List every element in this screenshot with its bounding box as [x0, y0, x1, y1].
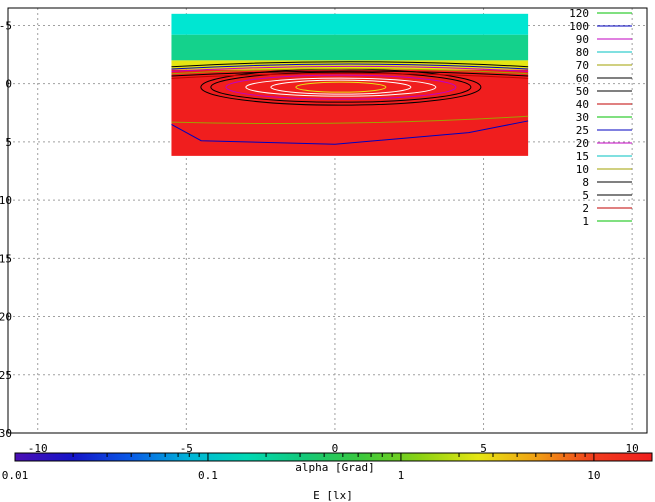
legend-label: 50: [576, 85, 589, 98]
contour-arc: [171, 65, 529, 72]
contour-ring: [210, 71, 472, 103]
contour-arc: [171, 72, 529, 79]
colorbar-tick-label: 0.1: [198, 469, 218, 482]
legend-label: 100: [569, 20, 589, 33]
colorbar-tick-label: 1: [398, 469, 405, 482]
legend-label: 120: [569, 7, 589, 20]
heatmap-band-warm: [171, 60, 529, 70]
legend-label: 10: [576, 163, 589, 176]
contour-ring: [270, 79, 412, 95]
contour-arc: [171, 68, 529, 75]
contour-lines: [171, 61, 529, 145]
y-tick-label: 0: [5, 78, 12, 91]
contour-ring: [245, 77, 437, 97]
y-tick-label: 15: [0, 252, 12, 265]
legend-label: 2: [582, 202, 589, 215]
legend-label: 60: [576, 72, 589, 85]
colorbar-tick-label: 0.01: [2, 469, 29, 482]
x-tick-label: 0: [332, 442, 339, 455]
y-tick-label: 10: [0, 194, 12, 207]
y-tick-labels: -5 0 5 10 15 20 25 30: [0, 19, 12, 440]
colorbar: 0.01 0.1 1 10: [2, 452, 653, 482]
legend-label: 25: [576, 124, 589, 137]
legend-label: 1: [582, 215, 589, 228]
contour-arc: [171, 115, 529, 125]
contour-ring: [295, 81, 387, 93]
y-tick-label: 20: [0, 311, 12, 324]
legend-label: 90: [576, 33, 589, 46]
y-tick-label: 30: [0, 427, 12, 440]
contour-arc: [171, 120, 529, 145]
heatmap-band-mid: [171, 34, 529, 61]
legend-label: 30: [576, 111, 589, 124]
contour-arc: [171, 70, 529, 77]
x-tick-label: -10: [28, 442, 48, 455]
x-tick-label: 10: [626, 442, 639, 455]
colorbar-label: E [lx]: [313, 489, 353, 502]
y-tick-label: 25: [0, 369, 12, 382]
legend-label: 70: [576, 59, 589, 72]
legend-label: 15: [576, 150, 589, 163]
y-tick-label: 5: [5, 136, 12, 149]
legend-label: 40: [576, 98, 589, 111]
contour-ring: [225, 74, 457, 100]
colorbar-tick-label: 10: [587, 469, 600, 482]
heatmap-band-low: [171, 13, 529, 35]
legend-label: 5: [582, 189, 589, 202]
colorbar-bar: [14, 452, 653, 462]
x-axis-label: alpha [Grad]: [295, 461, 374, 474]
y-tick-label: -5: [0, 19, 12, 32]
legend-label: 8: [582, 176, 589, 189]
contour-arc: [171, 63, 529, 70]
x-tick-label: 5: [480, 442, 487, 455]
x-tick-label: -5: [180, 442, 193, 455]
plot-frame: [7, 7, 648, 434]
x-tick-labels: -10 -5 0 5 10: [28, 442, 639, 455]
legend-label: 20: [576, 137, 589, 150]
contour-arc: [171, 61, 529, 68]
legend-label: 80: [576, 46, 589, 59]
heatmap-region: [171, 13, 529, 156]
